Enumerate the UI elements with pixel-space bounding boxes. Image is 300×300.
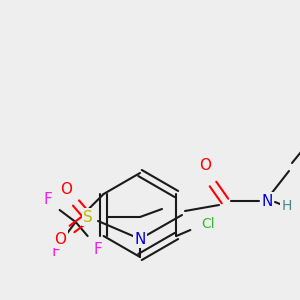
Text: F: F (43, 193, 52, 208)
Text: S: S (83, 209, 93, 224)
Text: F: F (51, 244, 60, 260)
Text: O: O (199, 158, 211, 173)
Text: O: O (60, 182, 72, 196)
Text: N: N (134, 232, 146, 247)
Text: O: O (54, 232, 66, 247)
Text: Cl: Cl (202, 217, 215, 231)
Text: F: F (93, 242, 102, 257)
Text: N: N (261, 194, 273, 208)
Text: H: H (282, 199, 292, 213)
